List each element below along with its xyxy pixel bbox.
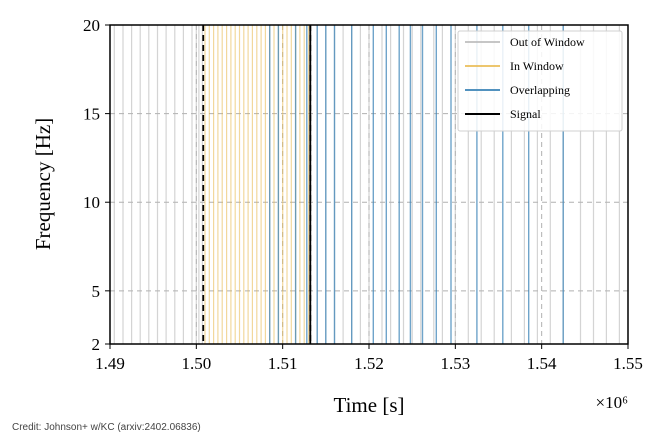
legend-label: In Window xyxy=(510,59,564,73)
axis-ticks: 1.49 1.50 1.51 1.52 1.53 1.54 1.55 2 5 10 15 20 xyxy=(83,16,643,373)
credit-text: Credit: Johnson+ w/KC (arxiv:2402.06836) xyxy=(12,422,201,433)
x-axis-multiplier: ×10⁶ xyxy=(595,393,628,412)
legend: Out of Window In Window Overlapping Signal xyxy=(457,30,623,132)
legend-label: Signal xyxy=(510,107,541,121)
legend-label: Overlapping xyxy=(510,83,570,97)
x-tick-label: 1.54 xyxy=(527,354,557,373)
x-tick-label: 1.50 xyxy=(181,354,211,373)
x-tick-label: 1.53 xyxy=(440,354,470,373)
y-tick-label: 15 xyxy=(83,105,100,124)
y-tick-label: 5 xyxy=(92,282,101,301)
y-axis-label: Frequency [Hz] xyxy=(31,118,55,250)
window-markers xyxy=(202,25,312,344)
legend-label: Out of Window xyxy=(510,35,585,49)
legend-box xyxy=(457,30,623,132)
x-tick-label: 1.52 xyxy=(354,354,384,373)
x-tick-label: 1.55 xyxy=(613,354,643,373)
y-tick-label: 2 xyxy=(92,335,101,354)
y-tick-label: 10 xyxy=(83,193,100,212)
y-tick-label: 20 xyxy=(83,16,100,35)
x-tick-label: 1.51 xyxy=(268,354,298,373)
x-tick-label: 1.49 xyxy=(95,354,125,373)
x-axis-label: Time [s] xyxy=(334,393,405,417)
